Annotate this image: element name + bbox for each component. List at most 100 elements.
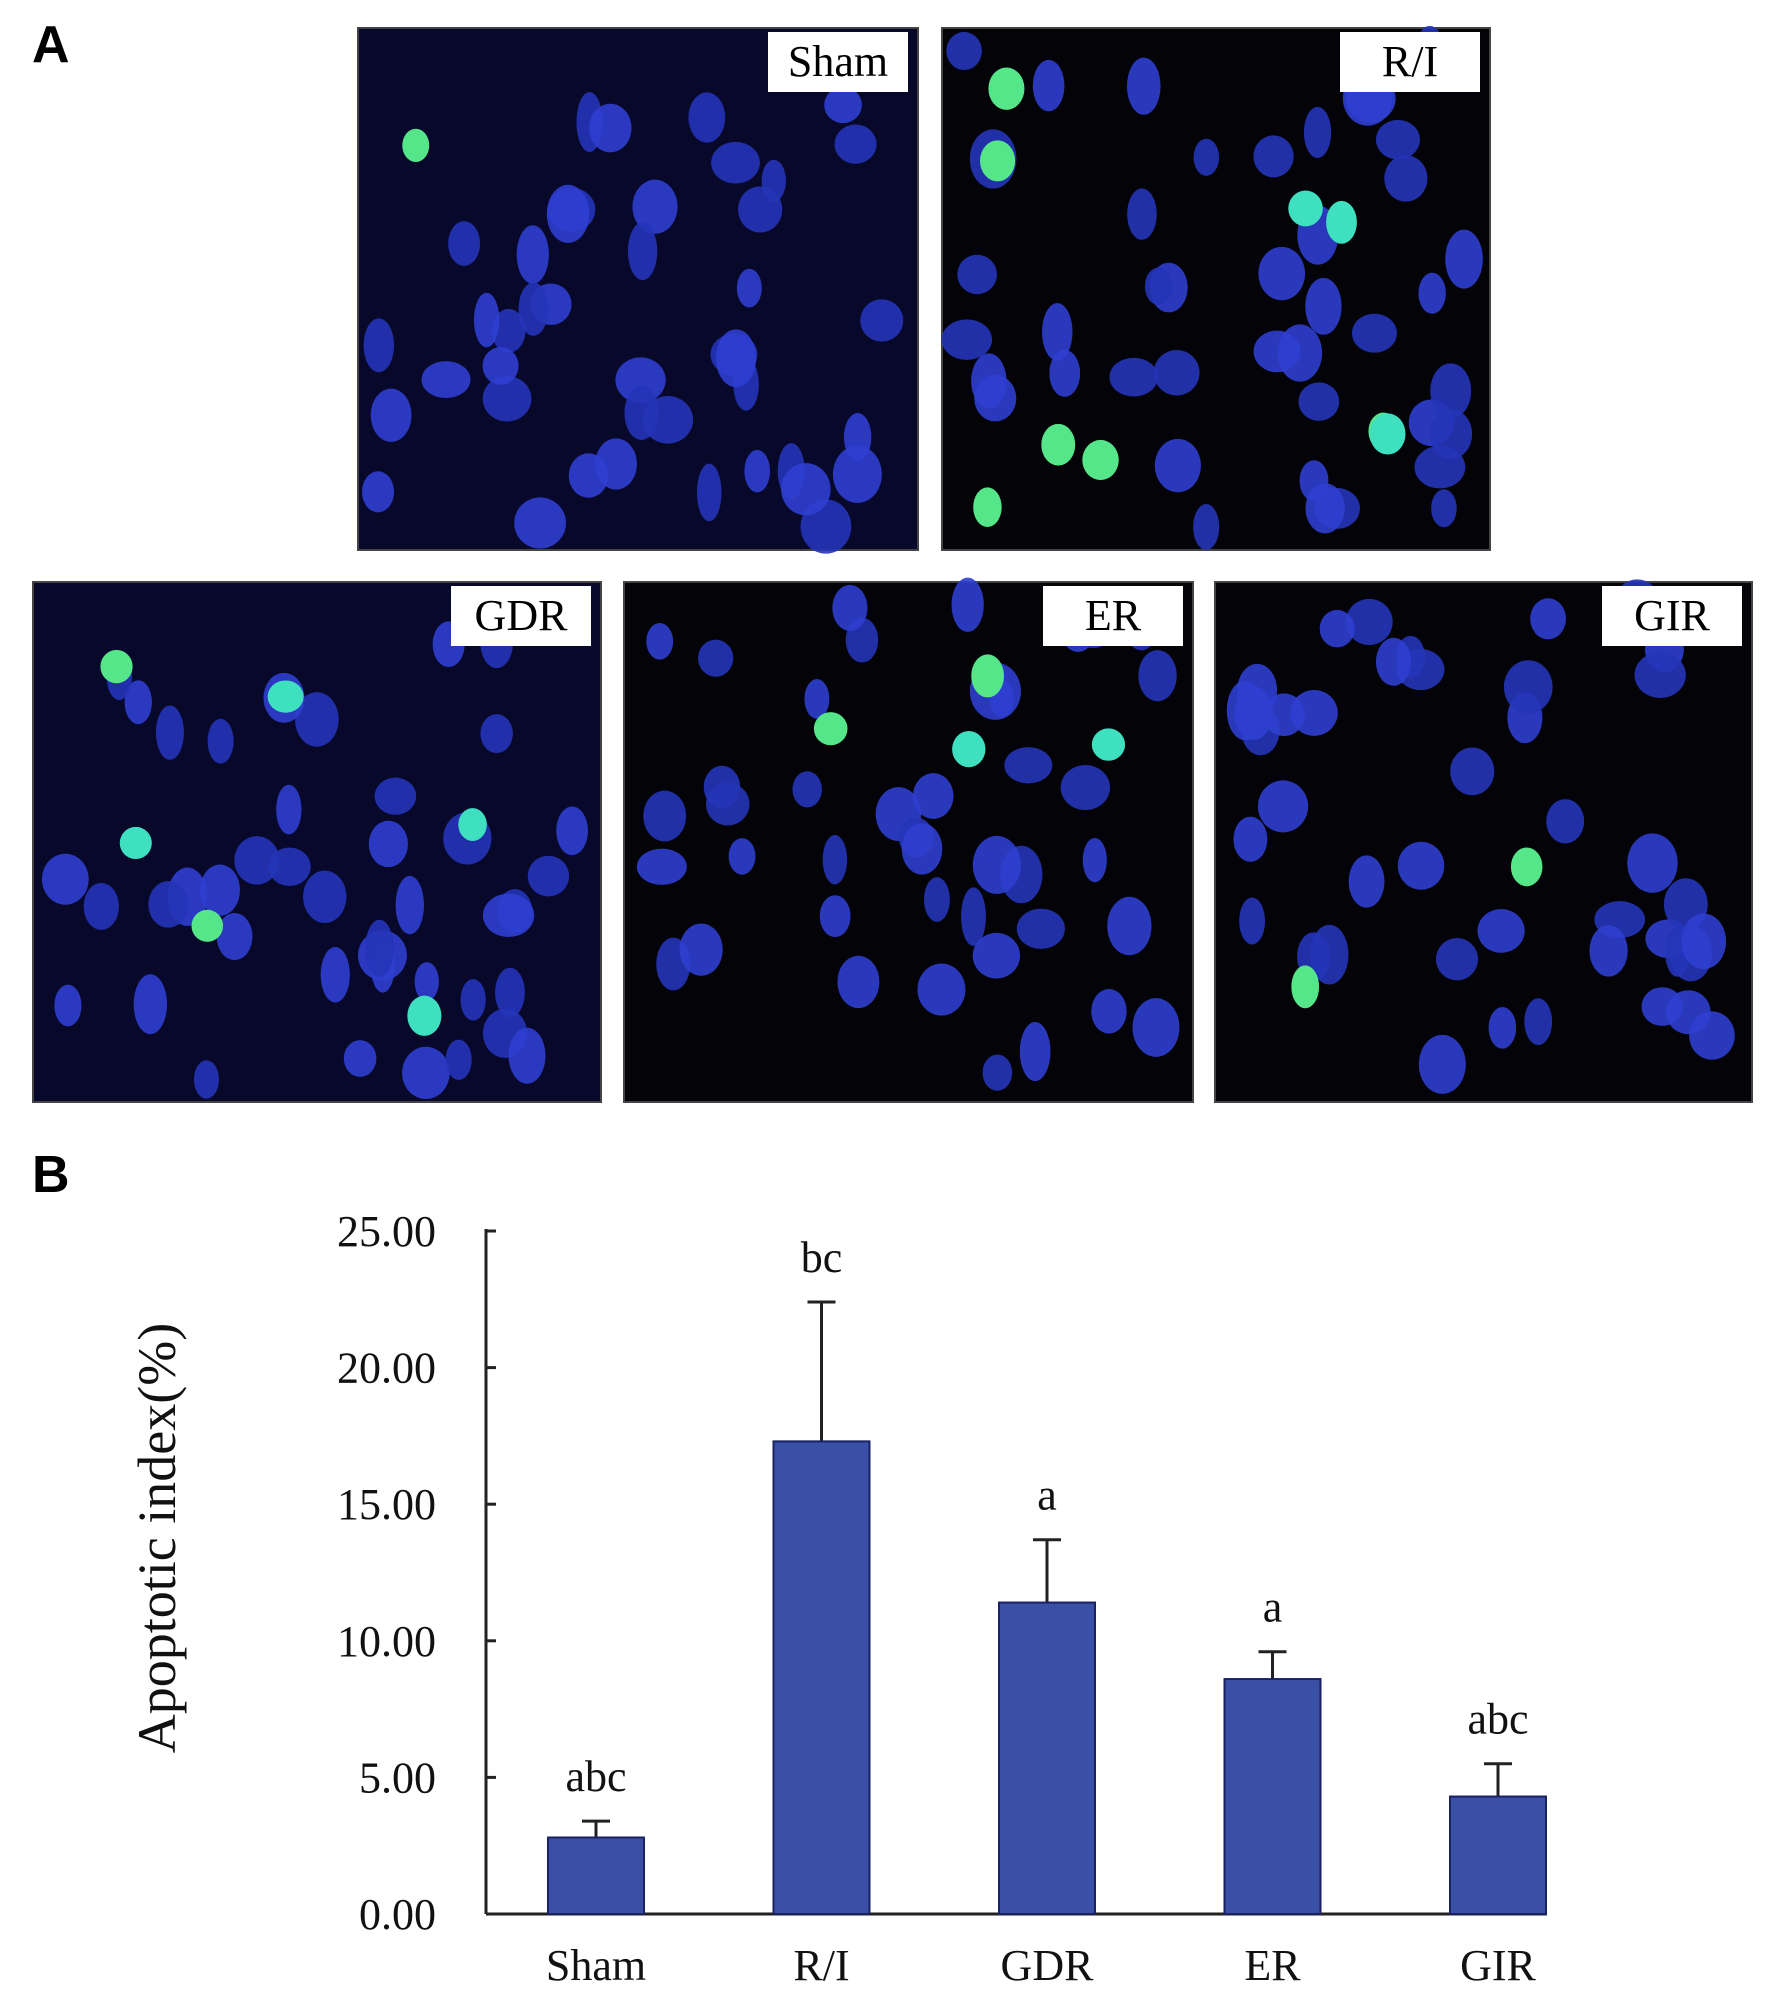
nucleus	[1153, 349, 1200, 396]
micrograph-label: GDR	[475, 591, 569, 640]
micrograph: Sham	[357, 27, 919, 554]
nucleus	[627, 222, 658, 281]
nucleus	[402, 1046, 450, 1100]
nucleus	[1154, 438, 1201, 493]
apoptotic-nucleus	[1091, 728, 1126, 761]
nucleus	[518, 282, 549, 336]
micrograph: GDR	[32, 581, 602, 1103]
nucleus	[588, 103, 632, 153]
nucleus	[148, 881, 189, 928]
nucleus	[482, 347, 519, 385]
nucleus	[508, 1027, 546, 1084]
nucleus	[448, 221, 481, 266]
nucleus	[912, 773, 954, 819]
nucleus	[1627, 833, 1678, 893]
nucleus	[83, 882, 119, 930]
nucleus	[1234, 686, 1273, 741]
nucleus	[1303, 106, 1332, 158]
nucleus	[1042, 303, 1073, 361]
nucleus	[1348, 855, 1385, 908]
nucleus	[1305, 277, 1342, 335]
micrograph: R/I	[941, 25, 1491, 551]
bar	[998, 1601, 1096, 1915]
bar-annotation: a	[1037, 1471, 1057, 1520]
nucleus	[1319, 609, 1355, 648]
nucleus	[860, 299, 904, 342]
nucleus	[1503, 660, 1553, 714]
y-tick-label: 20.00	[337, 1344, 436, 1393]
nucleus	[1132, 998, 1180, 1057]
nucleus	[819, 895, 851, 938]
bar-annotation: a	[1263, 1583, 1283, 1632]
nucleus	[1435, 938, 1479, 981]
nucleus	[1375, 119, 1421, 160]
nucleus	[744, 449, 771, 493]
panel-label: B	[32, 1146, 70, 1204]
nucleus	[124, 680, 152, 725]
nucleus	[343, 1040, 377, 1077]
apoptotic-nucleus	[988, 67, 1025, 110]
nucleus	[624, 385, 659, 440]
nucleus	[982, 1054, 1013, 1091]
nucleus	[703, 765, 741, 809]
nucleus	[1109, 357, 1158, 397]
nucleus	[395, 875, 425, 935]
nucleus	[1430, 363, 1472, 419]
nucleus	[901, 823, 943, 875]
nucleus	[1488, 1006, 1517, 1049]
nucleus	[276, 784, 302, 835]
nucleus	[133, 974, 168, 1035]
nucleus	[216, 912, 253, 961]
nucleus	[546, 184, 590, 243]
bar-annotation: abc	[1467, 1695, 1528, 1744]
apoptotic-nucleus	[813, 712, 848, 746]
nucleus	[1397, 841, 1445, 890]
nucleus	[736, 268, 762, 308]
micrograph-label-box	[768, 32, 908, 92]
nucleus	[1138, 650, 1177, 702]
nucleus	[837, 955, 880, 1009]
y-tick-label: 25.00	[337, 1207, 436, 1256]
nucleus	[1298, 382, 1340, 421]
nucleus	[1004, 747, 1053, 784]
nucleus	[792, 771, 822, 808]
nucleus	[1193, 504, 1220, 550]
x-tick-label: ER	[1244, 1941, 1301, 1990]
nucleus	[1418, 1034, 1466, 1094]
nucleus	[974, 375, 1017, 422]
nucleus	[1681, 913, 1727, 970]
apoptotic-nucleus	[1510, 847, 1543, 887]
nucleus	[193, 1060, 219, 1099]
nucleus	[688, 92, 726, 143]
nucleus	[370, 388, 412, 442]
apoptotic-nucleus	[1291, 965, 1320, 1009]
nucleus	[363, 318, 395, 373]
nucleus	[1414, 445, 1466, 489]
nucleus	[1345, 598, 1393, 645]
micrograph-label-box	[1043, 586, 1183, 646]
nucleus	[374, 777, 417, 815]
nucleus	[482, 893, 535, 938]
apoptotic-nucleus	[407, 995, 442, 1036]
nucleus	[697, 639, 734, 677]
nucleus	[320, 946, 350, 1003]
nucleus	[368, 820, 408, 868]
nucleus	[568, 453, 609, 498]
nucleus	[268, 847, 311, 886]
nucleus	[1477, 909, 1525, 953]
nucleus	[832, 445, 882, 503]
micrograph-background	[357, 27, 919, 551]
nucleus	[473, 292, 500, 348]
nucleus	[1305, 483, 1345, 534]
micrograph-panel: Sham R/I GDR ER GIR	[32, 25, 1753, 1103]
nucleus	[822, 834, 848, 885]
nucleus	[294, 692, 339, 747]
nucleus	[303, 870, 347, 923]
y-tick-label: 5.00	[359, 1753, 436, 1802]
nucleus	[1239, 897, 1266, 945]
nucleus	[1127, 188, 1157, 240]
y-tick-label: 15.00	[337, 1480, 436, 1529]
x-tick-label: GIR	[1460, 1941, 1536, 1990]
x-tick-label: Sham	[546, 1941, 646, 1990]
panel-label: A	[32, 16, 70, 74]
